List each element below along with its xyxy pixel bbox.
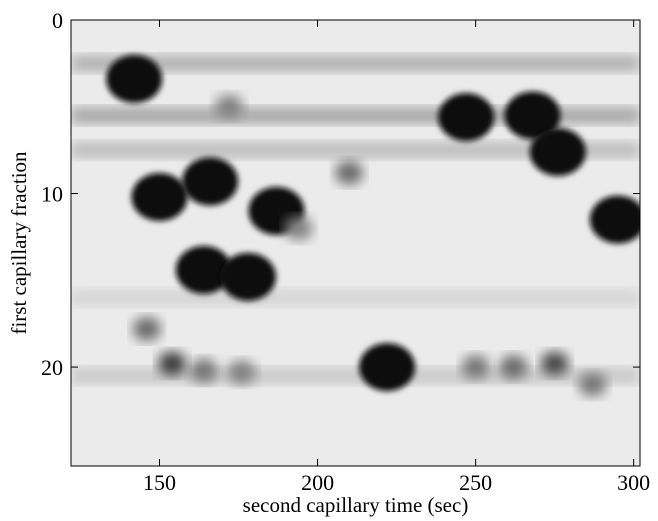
- streak-band: [71, 107, 640, 124]
- x-tick-label: 300: [617, 470, 650, 495]
- streak-band: [71, 142, 640, 159]
- spot-mark: [182, 157, 239, 206]
- spot-mark: [461, 355, 490, 380]
- y-tick-label: 0: [52, 8, 63, 33]
- spot-mark: [540, 351, 569, 376]
- plot-frame: [70, 19, 641, 467]
- spot-mark: [529, 127, 586, 176]
- spot-mark: [438, 93, 495, 142]
- spot-mark: [215, 94, 244, 119]
- x-tick-label: 200: [301, 470, 334, 495]
- x-tick-label: 150: [143, 470, 176, 495]
- streak-band: [71, 289, 640, 306]
- spot-mark: [499, 355, 528, 380]
- spot-mark: [504, 91, 561, 140]
- spot-mark: [578, 372, 607, 397]
- spot-mark: [589, 195, 640, 244]
- y-axis-title: first capillary fraction: [7, 151, 31, 335]
- spot-mark: [359, 343, 416, 392]
- y-tick-label: 20: [41, 355, 63, 380]
- spot-mark: [175, 245, 232, 294]
- spot-mark: [158, 351, 187, 376]
- y-tick-label: 10: [41, 182, 63, 207]
- spot-mark: [335, 160, 364, 185]
- spot-mark: [227, 360, 256, 385]
- streak-band: [71, 55, 640, 72]
- x-axis-title: second capillary time (sec): [243, 493, 469, 517]
- spot-mark: [284, 216, 313, 241]
- spot-mark: [131, 173, 188, 222]
- tick-layer: 150 200 250 300 0 10 20: [41, 8, 650, 495]
- spot-layer: [106, 55, 640, 397]
- spot-mark: [220, 252, 277, 301]
- spot-mark: [189, 358, 218, 383]
- spot-mark: [132, 316, 161, 341]
- x-tick-label: 250: [459, 470, 492, 495]
- spot-mark: [106, 55, 163, 104]
